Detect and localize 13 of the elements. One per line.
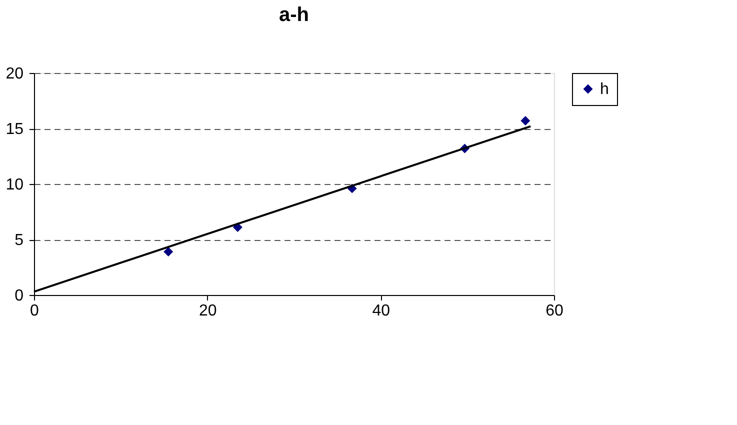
point <box>520 116 530 126</box>
y-tick-label: 5 <box>14 232 24 249</box>
x-tick-label: 60 <box>546 302 564 320</box>
x-tick-label: 20 <box>198 302 217 320</box>
y-tick-label: 15 <box>6 121 24 138</box>
x-tick-label: 40 <box>372 302 390 320</box>
chart-title: a-h <box>279 4 309 26</box>
y-tick-label: 20 <box>6 66 24 82</box>
y-tick-label: 10 <box>6 176 24 194</box>
point <box>164 246 174 256</box>
y-tick-label: 0 <box>14 288 24 304</box>
legend-label: h <box>600 81 609 98</box>
x-tick-label: 0 <box>30 302 40 320</box>
